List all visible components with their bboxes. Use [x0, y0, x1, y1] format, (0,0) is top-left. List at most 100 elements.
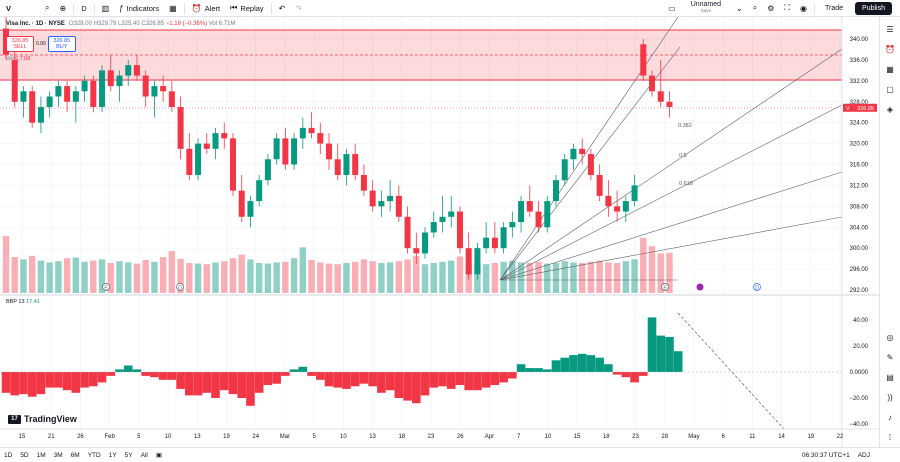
- clock[interactable]: 06:30:37 UTC+1: [801, 451, 850, 459]
- range-ytd[interactable]: YTD: [87, 451, 101, 459]
- range-1m[interactable]: 1M: [36, 451, 46, 459]
- range-6m[interactable]: 6M: [70, 451, 80, 459]
- notifications-icon[interactable]: ♪: [888, 412, 892, 422]
- volume-bar: [133, 263, 141, 293]
- earnings-marker-icon[interactable]: [102, 283, 110, 291]
- alert-button[interactable]: ⏰ Alert: [187, 0, 225, 17]
- adj-toggle[interactable]: ADJ: [857, 451, 870, 459]
- fullscreen-icon[interactable]: ⛶: [784, 3, 791, 12]
- indicators-button[interactable]: ƒ Indicators: [114, 0, 164, 17]
- volume-bar: [282, 261, 289, 293]
- layout-icon[interactable]: ▭: [668, 3, 676, 13]
- price-axis[interactable]: 292.00 296.00 300.00 304.00 308.00 312.00 316.…: [850, 37, 869, 294]
- symbol-title[interactable]: Visa Inc. · 1D · NYSE: [6, 21, 65, 27]
- target-icon[interactable]: ◎: [886, 332, 894, 342]
- replay-button[interactable]: ⏮ Replay: [225, 0, 269, 17]
- range-all[interactable]: All: [140, 451, 148, 459]
- volume-legend[interactable]: Vol 6.71M: [6, 56, 30, 62]
- dividend-marker-icon[interactable]: [176, 283, 184, 291]
- time-tick-label: 18: [603, 434, 610, 440]
- watchlist-icon[interactable]: ☰: [886, 24, 894, 34]
- bbp-bar: [516, 364, 526, 372]
- range-1d[interactable]: 1D: [4, 451, 13, 459]
- range-1y[interactable]: 1Y: [108, 451, 117, 459]
- search-icon[interactable]: ⌕: [45, 3, 50, 12]
- divider: [814, 2, 815, 14]
- volume-bar: [439, 261, 446, 293]
- candle-body: [404, 216, 411, 249]
- volume-bar: [194, 263, 202, 293]
- volume-bar: [212, 262, 219, 293]
- range-5d[interactable]: 5D: [20, 451, 29, 459]
- bbp-bar: [446, 372, 456, 389]
- interval-button[interactable]: D: [76, 0, 91, 17]
- templates-icon[interactable]: ▦: [169, 3, 177, 13]
- ideas-icon[interactable]: ✎: [886, 352, 894, 362]
- bbp-axis[interactable]: 40.00 20.00 0.0000 −20.00 −40.00: [849, 318, 868, 428]
- date-range-icon[interactable]: ▣: [155, 452, 163, 459]
- help-icon[interactable]: ⁞: [888, 432, 892, 442]
- news-icon[interactable]: )): [887, 392, 893, 402]
- bbp-tick-label: 0.0000: [850, 370, 869, 376]
- trade-button[interactable]: Trade: [817, 0, 851, 17]
- time-tick-label: 24: [252, 434, 259, 440]
- time-tick-label: 19: [223, 434, 230, 440]
- news-marker-icon[interactable]: [696, 283, 704, 291]
- range-5y[interactable]: 5Y: [124, 451, 133, 459]
- undo-icon[interactable]: ↶: [278, 3, 286, 13]
- legend-volume: Vol 6.71M: [208, 21, 236, 27]
- sell-button[interactable]: 326.85 SELL: [6, 36, 34, 52]
- data-window-icon[interactable]: ▦: [886, 64, 894, 74]
- bbp-bar: [481, 372, 491, 388]
- buy-label: BUY: [56, 44, 68, 50]
- symbol-search[interactable]: V: [0, 0, 40, 17]
- publish-button[interactable]: Publish: [855, 1, 892, 15]
- add-symbol-icon[interactable]: ⊕: [59, 3, 67, 13]
- bbp-bar: [71, 372, 81, 393]
- alerts-icon[interactable]: ⏰: [885, 44, 895, 54]
- bbp-bar: [272, 372, 281, 384]
- candle-body: [37, 106, 44, 123]
- volume-bar: [299, 247, 307, 293]
- bbp-bar: [62, 372, 72, 391]
- range-3m[interactable]: 3M: [53, 451, 63, 459]
- buy-price: 326.85: [53, 38, 71, 44]
- bbp-bar: [141, 372, 150, 376]
- settings-icon[interactable]: ⚙: [767, 3, 775, 13]
- alert-icon: ⏰: [191, 3, 202, 13]
- volume-bar: [238, 254, 245, 293]
- redo-icon[interactable]: ↷: [295, 3, 303, 13]
- volume-bar: [369, 261, 376, 293]
- svg-text:D: D: [755, 286, 759, 292]
- volume-bar: [116, 261, 123, 293]
- bbp-legend[interactable]: BBP 13 17.41: [6, 299, 40, 305]
- candle-body: [614, 206, 621, 212]
- camera-icon[interactable]: ◉: [800, 3, 807, 13]
- chat-icon[interactable]: ▢: [886, 84, 894, 94]
- quick-search-icon[interactable]: ⌕: [752, 3, 758, 12]
- earnings-marker-icon[interactable]: [661, 283, 669, 291]
- chart-type-icon[interactable]: ▥: [101, 3, 110, 13]
- buy-button[interactable]: 326.85 BUY: [47, 36, 76, 52]
- layers-icon[interactable]: ◈: [886, 104, 894, 114]
- right-sidebar: ☰ ⏰ ▦ ▢ ◈ ◎ ✎ ▤ )) ♪ ⁞: [879, 17, 900, 447]
- bbp-bar: [115, 369, 124, 372]
- candle-body: [151, 86, 158, 97]
- tradingview-mark-icon: 17: [8, 414, 21, 424]
- bbp-bar: [10, 372, 20, 396]
- price-chart[interactable]: 0.382 0.5 0.618 292.00 296.00 300.00 304.00 30…: [0, 17, 879, 447]
- price-tick-label: 332.00: [850, 79, 869, 85]
- bbp-tick-label: −20.00: [849, 396, 868, 402]
- bbp-bar: [394, 372, 404, 398]
- dividend-marker-icon[interactable]: [753, 283, 761, 291]
- calendar-icon[interactable]: ▤: [886, 372, 894, 382]
- volume-bar: [221, 261, 228, 293]
- layout-menu-icon[interactable]: ⌄: [736, 3, 743, 13]
- time-tick-label: 15: [19, 434, 26, 440]
- layout-name-button[interactable]: Unnamed Save: [681, 1, 731, 14]
- bbp-trend-line: [677, 312, 785, 430]
- time-axis[interactable]: 15 21 26 Feb 5 10 13 19 24 Mar 5 10 13 18 23 26 Apr 7 10 15…: [19, 434, 844, 440]
- price-tick-label: 312.00: [850, 183, 869, 189]
- bbp-bar: [228, 372, 238, 395]
- candle-body: [238, 190, 245, 217]
